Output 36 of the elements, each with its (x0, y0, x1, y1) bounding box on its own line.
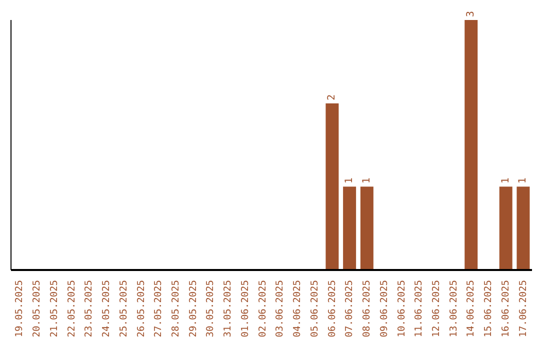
x-tick-label: 04.06.2025 (292, 280, 304, 338)
data-label: 1 (518, 178, 529, 184)
x-tick-label: 15.06.2025 (483, 280, 494, 338)
x-tick-label: 11.06.2025 (414, 280, 425, 338)
x-tick-label: 31.05.2025 (222, 280, 234, 338)
x-tick-label: 19.05.2025 (14, 280, 26, 338)
data-label: 1 (361, 178, 372, 184)
x-tick-label: 07.06.2025 (344, 280, 356, 338)
x-tick-label: 05.06.2025 (309, 280, 320, 338)
data-label: 2 (326, 94, 338, 100)
x-tick-label: 14.06.2025 (466, 280, 477, 338)
x-tick-label: 27.05.2025 (153, 280, 164, 338)
x-tick-label: 24.05.2025 (101, 280, 112, 338)
x-tick-label: 16.06.2025 (500, 280, 512, 338)
data-label: 3 (466, 10, 477, 17)
x-tick-label: 03.06.2025 (274, 280, 286, 338)
x-tick-label: 17.06.2025 (518, 280, 529, 338)
x-tick-label: 21.05.2025 (48, 280, 60, 338)
x-tick-label: 28.05.2025 (170, 280, 182, 338)
x-tick-label: 06.06.2025 (326, 280, 338, 338)
x-tick-label: 30.05.2025 (205, 280, 216, 338)
x-tick-label: 01.06.2025 (240, 280, 251, 338)
x-tick-label: 26.05.2025 (136, 280, 147, 338)
x-tick-label: 10.06.2025 (396, 280, 408, 338)
x-tick-label: 25.05.2025 (118, 280, 130, 338)
x-tick-label: 13.06.2025 (448, 280, 460, 338)
x-tick-label: 09.06.2025 (378, 280, 390, 338)
x-tick-label: 23.05.2025 (84, 280, 95, 338)
x-tick-label: 12.06.2025 (430, 280, 442, 338)
x-tick-label: 20.05.2025 (32, 280, 43, 338)
x-tick-label: 08.06.2025 (362, 280, 373, 338)
x-tick-label: 29.05.2025 (188, 280, 199, 338)
x-tick-label: 22.05.2025 (66, 280, 78, 338)
data-label: 1 (500, 178, 512, 184)
x-tick-label: 02.06.2025 (257, 280, 268, 338)
data-label: 1 (344, 178, 356, 184)
